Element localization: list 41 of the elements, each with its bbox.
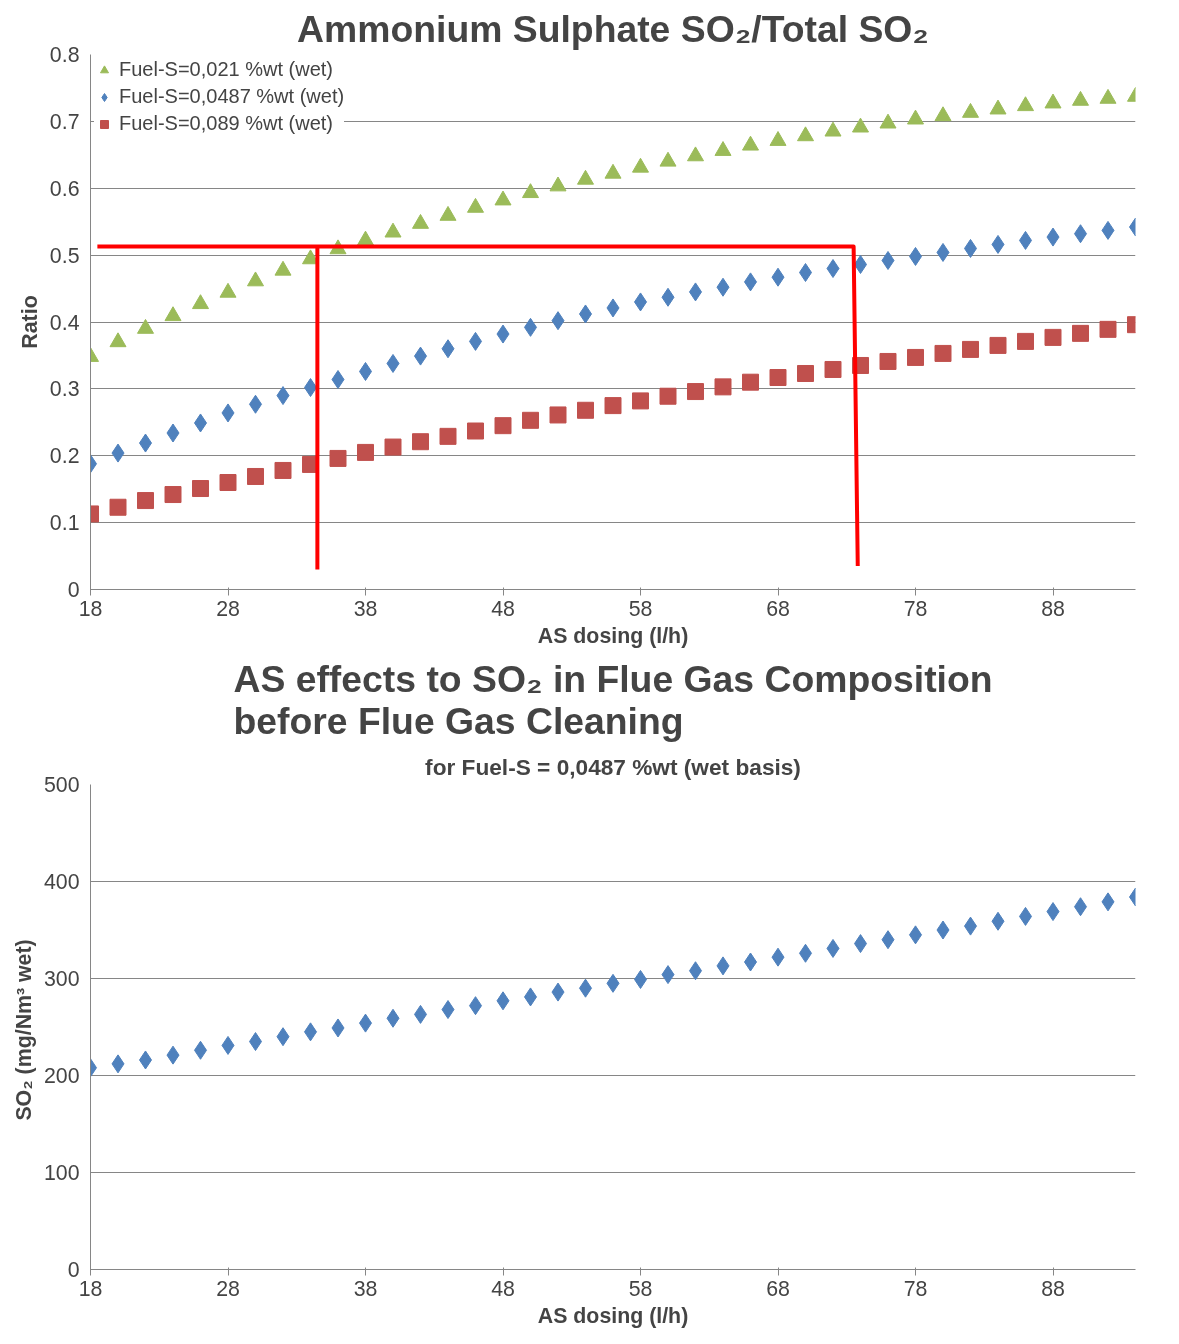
x-tick-label: 78 xyxy=(903,1276,928,1301)
x-tick-label: 28 xyxy=(216,1276,240,1301)
x-tick-label: 68 xyxy=(766,1276,790,1301)
chart-title: AS effects to SO₂ in Flue Gas Composition before Flue Gas Cleaning xyxy=(233,657,993,742)
y-tick-label: 0 xyxy=(67,578,80,602)
y-tick-label: 400 xyxy=(43,870,80,894)
y-tick-label: 100 xyxy=(43,1161,80,1185)
y-axis-title: Ratio xyxy=(17,295,42,349)
y-tick-label: 0 xyxy=(67,1258,80,1282)
y-tick-label: 200 xyxy=(43,1064,80,1088)
x-axis-title: AS dosing (l/h) xyxy=(537,1303,689,1328)
legend-label: Fuel-S=0,0487 %wt (wet) xyxy=(119,85,345,108)
legend-label: Fuel-S=0,089 %wt (wet) xyxy=(119,112,333,135)
x-tick-label: 38 xyxy=(353,596,378,621)
x-axis-title: AS dosing (l/h) xyxy=(537,623,689,648)
chart-title: Ammonium Sulphate SO₂/Total SO₂ xyxy=(297,7,929,50)
y-tick-label: 0.2 xyxy=(49,444,80,469)
x-tick-label: 48 xyxy=(491,1276,515,1301)
x-tick-label: 88 xyxy=(1041,1276,1065,1301)
x-tick-label: 48 xyxy=(491,596,515,621)
y-tick-label: 0.8 xyxy=(49,43,80,67)
y-tick-label: 0.4 xyxy=(49,310,80,335)
legend-label: Fuel-S=0,021 %wt (wet) xyxy=(119,58,333,81)
y-tick-label: 0.3 xyxy=(49,377,80,402)
y-tick-label: 0.7 xyxy=(49,109,80,134)
y-tick-label: 300 xyxy=(43,967,80,991)
x-tick-label: 28 xyxy=(216,596,240,621)
x-tick-label: 18 xyxy=(78,1276,103,1301)
chart-subtitle: for Fuel-S = 0,0487 %wt (wet basis) xyxy=(425,753,801,780)
x-tick-label: 68 xyxy=(766,596,790,621)
y-tick-label: 500 xyxy=(43,773,80,797)
y-tick-label: 0.1 xyxy=(49,511,80,536)
x-tick-label: 58 xyxy=(628,1276,653,1301)
x-tick-label: 88 xyxy=(1041,596,1065,621)
y-axis-title: SO₂ (mg/Nm³ wet) xyxy=(11,939,36,1121)
x-tick-label: 58 xyxy=(628,596,653,621)
x-tick-label: 18 xyxy=(78,596,103,621)
y-tick-label: 0.6 xyxy=(49,176,80,201)
y-tick-label: 0.5 xyxy=(49,243,80,268)
x-tick-label: 38 xyxy=(353,1276,378,1301)
x-tick-label: 78 xyxy=(903,596,928,621)
